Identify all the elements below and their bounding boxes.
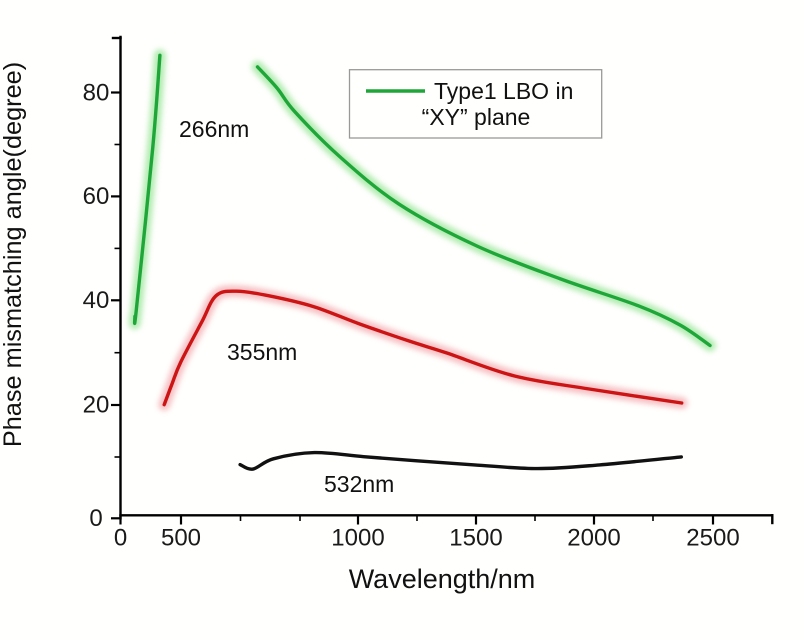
svg-text:2500: 2500 [686, 525, 739, 552]
svg-text:266nm: 266nm [179, 116, 249, 142]
svg-text:Wavelength/nm: Wavelength/nm [349, 564, 536, 594]
svg-text:Type1 LBO in: Type1 LBO in [434, 78, 573, 104]
svg-text:355nm: 355nm [227, 339, 297, 365]
svg-text:20: 20 [83, 392, 110, 419]
svg-text:1500: 1500 [449, 525, 502, 552]
svg-text:0: 0 [114, 525, 127, 552]
svg-text:2000: 2000 [567, 525, 620, 552]
svg-text:0: 0 [89, 505, 102, 532]
svg-text:532nm: 532nm [324, 471, 394, 497]
svg-text:60: 60 [83, 183, 110, 210]
svg-text:80: 80 [83, 80, 110, 107]
svg-text:1000: 1000 [331, 525, 384, 552]
svg-text:Phase mismatching angle(degree: Phase mismatching angle(degree) [0, 62, 27, 447]
svg-text:500: 500 [161, 525, 201, 552]
svg-text:“XY” plane: “XY” plane [422, 104, 531, 130]
svg-text:40: 40 [83, 287, 110, 314]
